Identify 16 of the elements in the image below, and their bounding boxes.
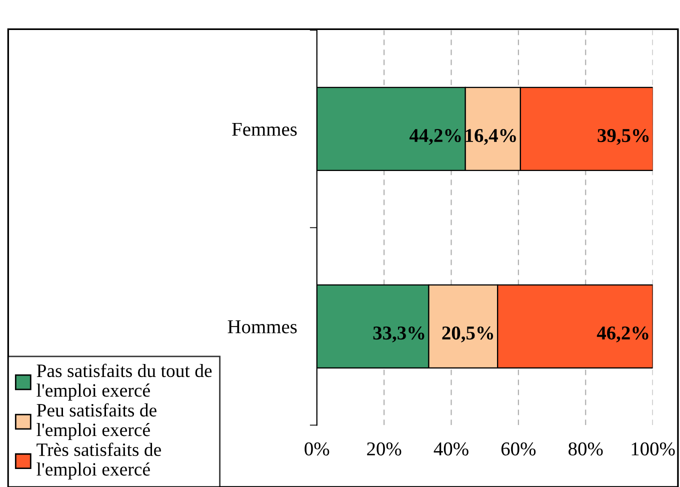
x-tick-label: 60% — [501, 442, 536, 456]
x-tick-label: 40% — [434, 442, 468, 456]
data-label: 46,2% — [596, 326, 648, 342]
data-label: 44,2% — [409, 128, 461, 145]
y-tick-label: Femmes — [232, 122, 297, 136]
y-tick-label: Hommes — [228, 320, 297, 334]
data-label: 20,5% — [442, 326, 494, 342]
x-tick-label: 80% — [568, 442, 603, 456]
data-label: 39,5% — [598, 128, 649, 145]
data-label: 33,3% — [373, 326, 424, 342]
legend-label: Très satisfaits de l'emploi exercé — [36, 442, 161, 480]
legend-label: Pas satisfaits du tout de l'emploi exercé — [36, 364, 212, 401]
x-tick-label: 0% — [304, 442, 330, 456]
legend-label: Peu satisfaits de l'emploi exercé — [36, 403, 156, 440]
x-tick-label: 100% — [632, 442, 675, 456]
x-tick-label: 20% — [367, 442, 402, 456]
